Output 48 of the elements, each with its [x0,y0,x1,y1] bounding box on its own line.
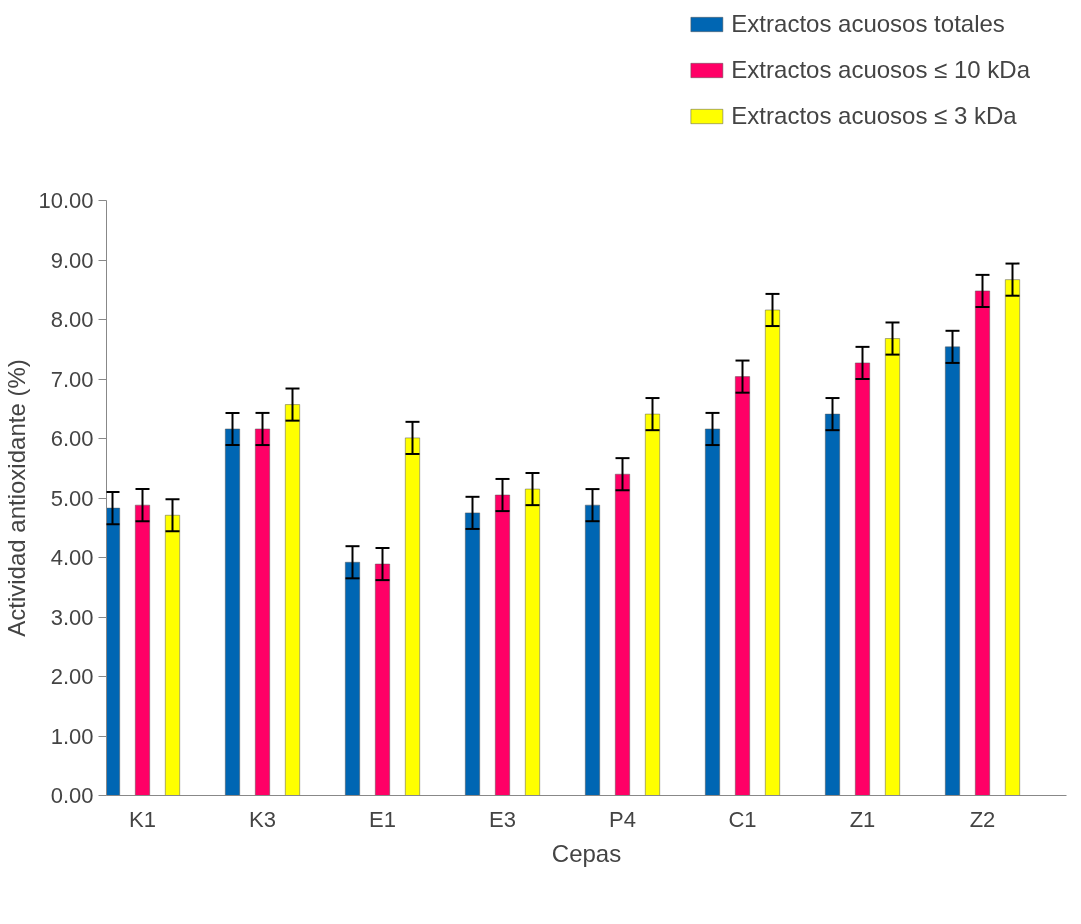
bar [975,290,990,796]
bar [855,362,870,796]
bar [255,428,270,796]
y-tick-label: 8.00 [50,307,94,332]
bar [165,515,180,796]
bar [615,473,630,796]
bar [735,376,750,796]
x-axis-title: Cepas [551,839,622,867]
y-tick-label: 5.00 [50,485,94,511]
bar [285,404,300,796]
bar [106,507,120,796]
x-tick-label: K3 [249,806,276,832]
x-tick-label: E1 [369,806,396,832]
bar [225,428,240,796]
legend-label: Extractos acuosos ≤ 3 kDa [731,102,1017,130]
x-tick-label: Z1 [849,806,876,832]
x-tick-label: P4 [609,806,636,832]
bar [465,512,480,796]
y-tick-label: 4.00 [50,545,94,570]
bar [525,488,540,796]
legend-label: Extractos acuosos ≤ 10 kDa [731,56,1030,84]
y-tick-label: 9.00 [50,247,94,273]
x-tick-label: E3 [489,806,516,832]
bar [705,428,720,796]
bar [345,562,360,796]
y-tick-label: 7.00 [50,366,94,392]
bar [885,338,900,796]
y-tick-label: 3.00 [50,604,94,630]
y-tick-label: 6.00 [50,426,94,451]
bar [765,309,780,796]
bar [135,504,150,796]
x-tick-label: Z2 [969,806,996,832]
bar [405,437,420,796]
bar [645,413,660,796]
y-axis-title: Actividad antioxidante (%) [3,359,31,637]
y-tick-label: 1.00 [50,723,94,749]
bar [825,413,840,796]
bar [585,504,600,796]
y-tick-label: 0.00 [50,783,94,808]
bar [375,563,390,796]
y-tick-label: 2.00 [50,664,94,689]
legend-label: Extractos acuosos totales [731,10,1005,38]
x-tick-label: C1 [728,806,757,832]
x-tick-label: K1 [129,806,156,832]
bar [495,494,510,796]
bar [1005,279,1020,796]
bar [945,346,960,796]
y-tick-label: 10.00 [38,188,94,213]
